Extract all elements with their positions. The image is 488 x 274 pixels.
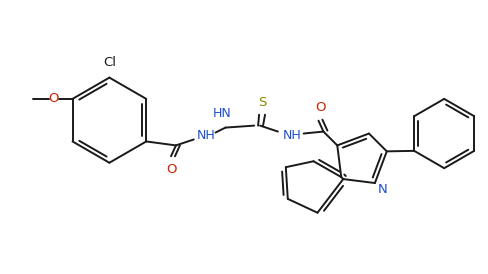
Text: Cl: Cl — [102, 56, 116, 69]
Text: N: N — [377, 184, 387, 196]
Text: O: O — [48, 92, 59, 105]
Text: NH: NH — [196, 129, 215, 142]
Text: NH: NH — [282, 129, 301, 142]
Text: O: O — [166, 163, 177, 176]
Text: HN: HN — [213, 107, 231, 120]
Text: S: S — [257, 96, 265, 109]
Text: O: O — [315, 101, 325, 114]
